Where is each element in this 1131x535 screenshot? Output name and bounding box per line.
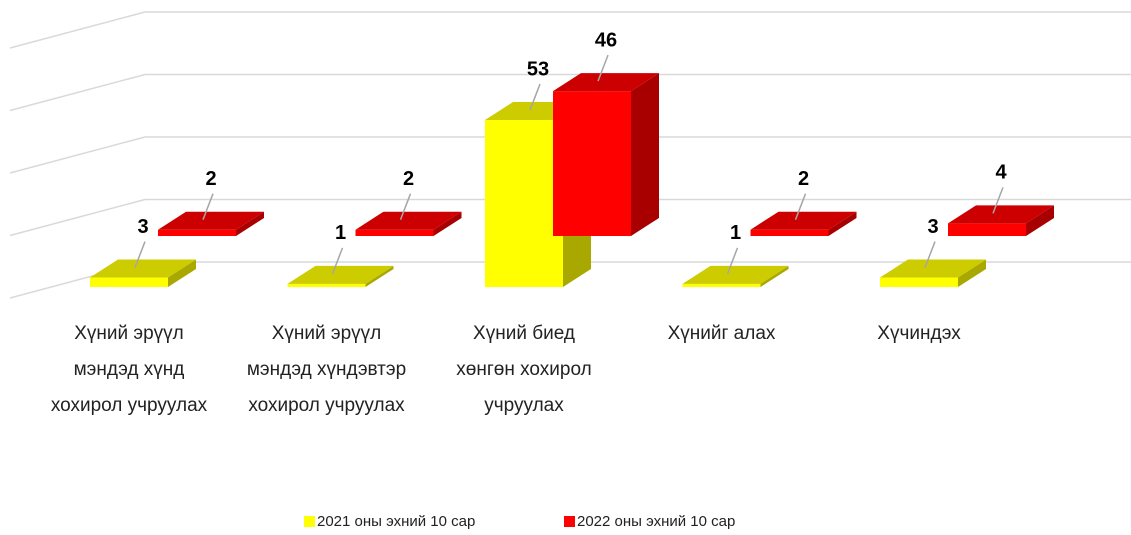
bar-side (958, 259, 986, 287)
grid-line (9, 136, 146, 174)
bar-front (90, 277, 168, 287)
x-tick-label: Хүнийг алах (667, 323, 776, 344)
leader-line (597, 54, 609, 82)
leader-line (924, 241, 936, 268)
legend-swatch (304, 516, 315, 527)
data-label: 2 (798, 168, 809, 190)
leader-line (726, 247, 739, 275)
bar-front (158, 229, 236, 236)
bar-top (287, 265, 394, 284)
data-label: 3 (137, 216, 148, 238)
bar-side (365, 265, 394, 287)
bar-side (236, 211, 264, 236)
bar (158, 211, 264, 236)
legend-item: 2021 оны эхний 10 сар (304, 513, 475, 530)
data-label: 4 (995, 162, 1007, 184)
bar-top (948, 205, 1054, 224)
bar-front (355, 229, 434, 236)
data-label: 3 (927, 216, 938, 238)
data-label: 2 (403, 168, 414, 190)
data-label: 1 (335, 222, 346, 244)
bar-front (485, 120, 563, 287)
x-tick-label: Хүчиндэх (877, 323, 961, 344)
x-tick-label: Хүний биед хөнгөн хохирол учруулах (456, 323, 592, 416)
bar (553, 73, 659, 236)
legend-label: 2022 оны эхний 10 сар (577, 513, 736, 530)
bar-side (631, 73, 659, 236)
grid-line (9, 11, 146, 49)
data-label: 46 (595, 29, 617, 51)
bar (948, 205, 1054, 236)
x-tick-label: Хүний эрүүл мэндэд хүндэвтэр хохирол учр… (246, 323, 407, 416)
bar-top (553, 73, 659, 92)
leader-line (529, 83, 541, 111)
bar-front (682, 283, 761, 287)
bar-side (433, 211, 462, 236)
bar-side (828, 211, 857, 236)
bar (90, 259, 196, 287)
leader-line (794, 193, 807, 220)
leader-line (331, 247, 344, 275)
bar (682, 265, 789, 287)
leader-line (134, 241, 146, 268)
bar-front (553, 91, 631, 236)
data-label: 53 (527, 58, 549, 80)
bar-top (750, 211, 857, 230)
legend-label: 2021 оны эхний 10 сар (317, 513, 476, 530)
bar-top (880, 259, 986, 278)
bar-front (948, 223, 1026, 236)
leader-line (399, 193, 412, 220)
legend-item: 2022 оны эхний 10 сар (564, 513, 735, 530)
leader-line (992, 187, 1004, 214)
legend-swatch (564, 516, 575, 527)
data-label: 2 (205, 168, 216, 190)
bar-side (760, 265, 789, 287)
data-label: 1 (730, 222, 741, 244)
bar-top (158, 211, 264, 230)
grid-line (9, 73, 146, 112)
bar-top (682, 265, 789, 284)
bar-side (168, 259, 196, 287)
bar (355, 211, 462, 236)
bar (880, 259, 986, 287)
bar-front (287, 283, 366, 287)
grid-line (9, 198, 146, 237)
x-tick-label: Хүний эрүүл мэндэд хүнд хохирол учруулах (50, 323, 208, 416)
bar-side (1026, 205, 1054, 236)
bar (287, 265, 394, 287)
bar (750, 211, 857, 236)
bar-top (90, 259, 196, 278)
bar-front (750, 229, 829, 236)
bar-top (355, 211, 462, 230)
leader-line (202, 193, 214, 220)
bar-front (880, 277, 958, 287)
